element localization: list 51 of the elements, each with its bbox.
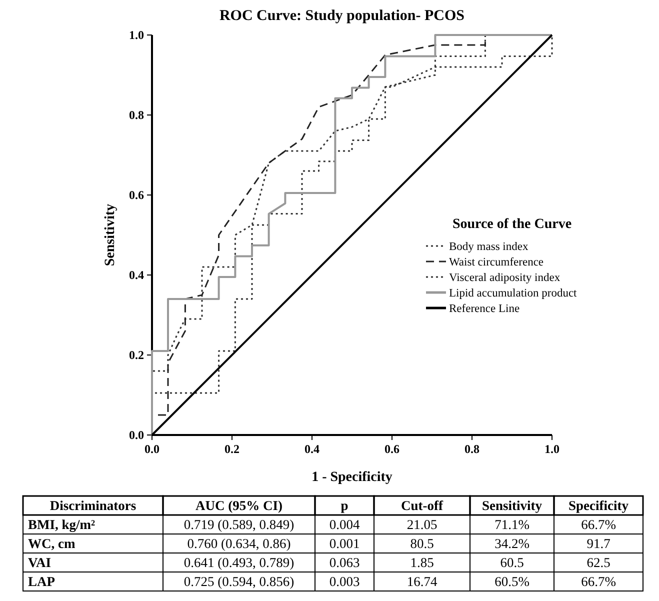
text: 71.1% [494, 517, 530, 532]
legend-label: Lipid accumulation product [449, 288, 578, 300]
legend-label: Visceral adiposity index [449, 272, 560, 284]
y-tick-label: 0.2 [129, 348, 144, 362]
category-label: p [340, 498, 348, 513]
y-axis-title: Sensitivity [103, 204, 118, 266]
y-tick-label: 0.6 [129, 188, 144, 202]
text: 66.7% [581, 574, 616, 589]
x-tick-label: 0.4 [304, 442, 320, 456]
text: 0.004 [329, 517, 360, 532]
text: 0.063 [329, 555, 360, 570]
x-tick-label: 0.8 [464, 442, 480, 456]
text: 16.74 [406, 574, 438, 589]
text: 62.5 [586, 555, 610, 570]
y-tick-label: 0.0 [129, 428, 144, 442]
text: 60.5 [500, 555, 524, 570]
text: 80.5 [410, 536, 434, 551]
category-label: WC, cm [28, 536, 76, 551]
legend-label: Reference Line [449, 303, 520, 315]
text: 0.719 (0.589, 0.849) [184, 517, 294, 532]
y-tick-label: 1.0 [129, 28, 144, 42]
text: 34.2% [494, 536, 530, 551]
category-label: Sensitivity [482, 498, 542, 513]
text: 0.003 [329, 574, 360, 589]
category-label: Specificity [568, 498, 629, 513]
y-tick-label: 0.8 [129, 108, 144, 122]
text: 0.760 (0.634, 0.86) [187, 536, 291, 551]
x-tick-label: 0.2 [224, 442, 240, 456]
category-label: Discriminators [50, 498, 136, 513]
text: 60.5% [494, 574, 530, 589]
category-label: Cut-off [401, 498, 444, 513]
text: 91.7 [586, 536, 610, 551]
category-label: AUC (95% CI) [196, 498, 282, 513]
text: 0.641 (0.493, 0.789) [184, 555, 294, 570]
category-label: VAI [28, 555, 52, 570]
x-axis-title: 1 - Specificity [312, 470, 392, 485]
x-tick-label: 0.0 [144, 442, 160, 456]
text: 0.725 (0.594, 0.856) [184, 574, 294, 589]
category-label: LAP [28, 574, 55, 589]
x-tick-label: 1.0 [544, 442, 560, 456]
text: 66.7% [581, 517, 616, 532]
text: 1.85 [410, 555, 434, 570]
y-tick-label: 0.4 [129, 268, 144, 282]
text: 0.001 [329, 536, 360, 551]
legend-title: Source of the Curve [452, 217, 572, 232]
text: 21.05 [406, 517, 438, 532]
chart-title: ROC Curve: Study population- PCOS [219, 8, 465, 24]
legend-label: Waist circumference [449, 256, 544, 268]
x-tick-label: 0.6 [384, 442, 400, 456]
legend-label: Body mass index [449, 241, 528, 253]
category-label: BMI, kg/m² [28, 517, 96, 532]
